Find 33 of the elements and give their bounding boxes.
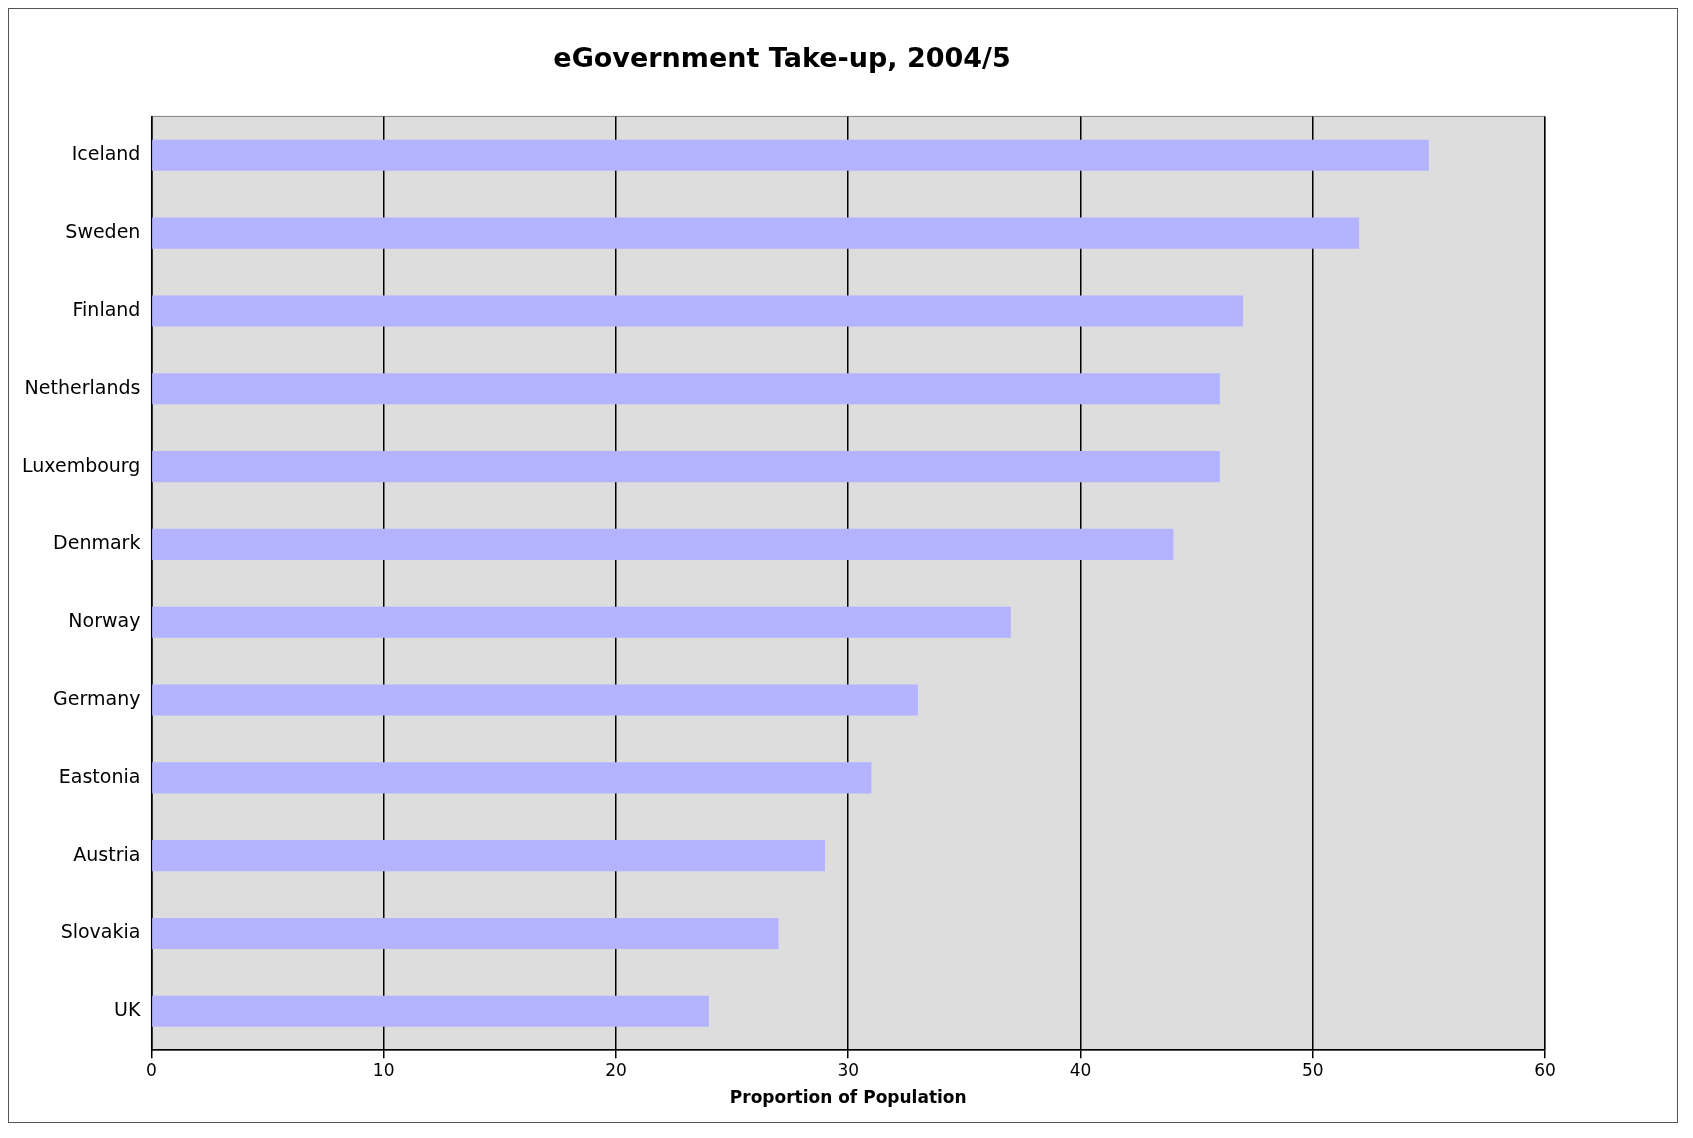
y-tick-label: Eastonia [58, 764, 141, 787]
bar [152, 139, 1429, 171]
x-tick-label: 50 [1301, 1059, 1324, 1080]
bar [152, 606, 1011, 638]
y-tick-label: Iceland [71, 142, 141, 165]
x-tick-label: 0 [146, 1059, 157, 1080]
bar [152, 995, 709, 1027]
bar [152, 217, 1360, 249]
x-tick-label: 10 [372, 1059, 395, 1080]
x-axis-title: Proportion of Population [729, 1087, 967, 1108]
y-tick-label: Denmark [53, 531, 141, 554]
bar [152, 528, 1174, 560]
x-tick-label: 40 [1069, 1059, 1092, 1080]
x-tick-label: 20 [605, 1059, 627, 1080]
bar [152, 762, 872, 794]
bar [152, 373, 1220, 405]
bar [152, 295, 1244, 327]
bar [152, 684, 918, 716]
y-tick-label: Luxembourg [21, 453, 141, 476]
x-tick-label: 30 [837, 1059, 860, 1080]
y-tick-label: UK [114, 998, 141, 1021]
bar [152, 917, 779, 950]
y-tick-label: Finland [72, 297, 141, 320]
y-tick-label: Netherlands [24, 375, 141, 398]
y-tick-label: Sweden [65, 220, 141, 243]
x-tick-label: 60 [1534, 1059, 1556, 1080]
chart-title: eGovernment Take-up, 2004/5 [553, 42, 1011, 74]
bar [152, 840, 825, 872]
bar [152, 451, 1220, 483]
y-tick-label: Germany [53, 686, 141, 709]
y-tick-label: Slovakia [60, 920, 141, 943]
y-tick-label: Austria [73, 842, 141, 865]
y-tick-label: Norway [68, 609, 141, 632]
